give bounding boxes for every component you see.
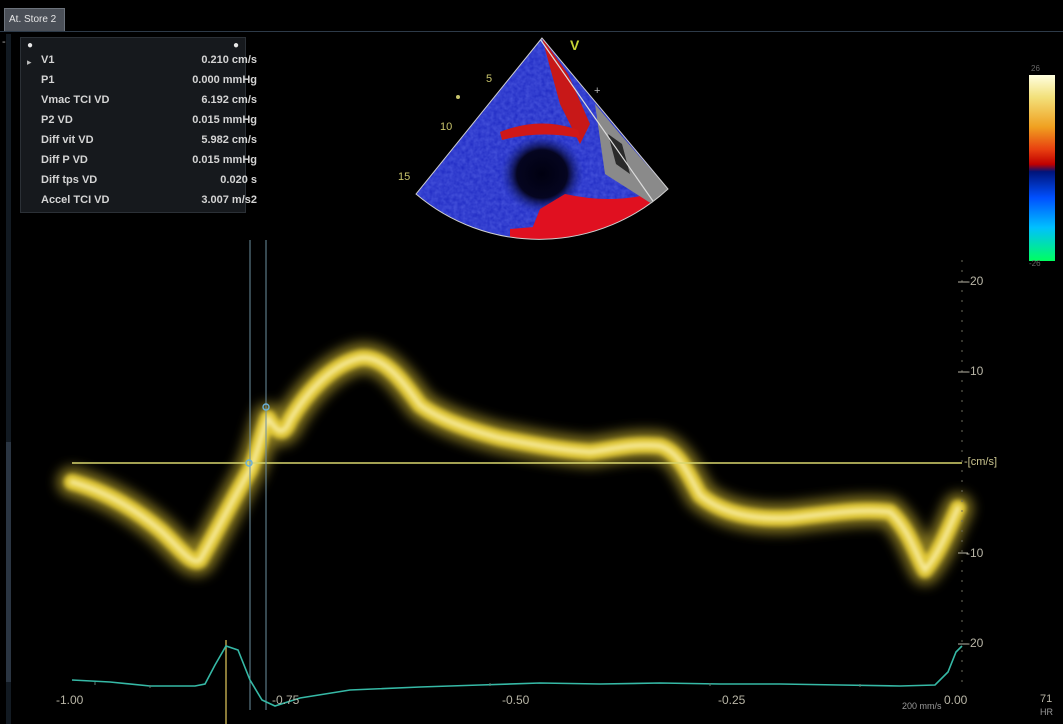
crosshair-icon: + bbox=[594, 85, 600, 97]
measurement-value: 0.015 mmHg bbox=[192, 114, 257, 126]
measurement-panel: ● ● ▸ V1 0.210 cm/s P1 0.000 mmHg Vmac TCI… bbox=[20, 37, 257, 213]
measurement-label: P1 bbox=[41, 74, 55, 86]
velocity-tick-label: -20 bbox=[966, 636, 984, 650]
time-tick-label: -0.75 bbox=[272, 693, 300, 707]
ecg-timing-marks bbox=[94, 682, 861, 688]
heart-rate-value: 71 bbox=[1040, 693, 1053, 705]
measurement-value: 3.007 m/s2 bbox=[201, 194, 257, 206]
measurement-row: Vmac TCI VD 6.192 cm/s bbox=[41, 94, 257, 110]
minus-icon[interactable]: - bbox=[2, 36, 6, 48]
caliper-point-icon bbox=[245, 459, 253, 467]
heart-rate-unit: HR bbox=[1040, 707, 1053, 717]
measurement-value: 0.015 mmHg bbox=[192, 154, 257, 166]
depth-label: 5 bbox=[486, 73, 492, 85]
sector-marker-icon bbox=[456, 95, 460, 99]
velocity-unit-label: -[cm/s] bbox=[964, 456, 998, 468]
left-scrollbar[interactable] bbox=[6, 34, 11, 724]
ecg-trace bbox=[71, 645, 963, 707]
top-bar: At. Store 2 bbox=[0, 0, 1063, 32]
velocity-tick-value: 20 bbox=[970, 274, 984, 288]
scrollbar-thumb[interactable] bbox=[6, 442, 11, 682]
sector-mode-label: V bbox=[570, 37, 580, 53]
color-velocity-bar bbox=[1029, 75, 1055, 261]
expand-caret-icon[interactable]: ▸ bbox=[27, 57, 32, 67]
velocity-tick-value: 10 bbox=[970, 364, 984, 378]
time-tick-label: -1.00 bbox=[56, 693, 84, 707]
collapse-icon[interactable]: ● bbox=[27, 40, 34, 51]
measurement-row: Diff vit VD 5.982 cm/s bbox=[41, 134, 257, 150]
measurement-value: 0.000 mmHg bbox=[192, 74, 257, 86]
measurement-value: 0.020 s bbox=[220, 174, 257, 186]
measurement-value: 6.192 cm/s bbox=[201, 94, 257, 106]
velocity-tick-label: -10 bbox=[966, 364, 984, 378]
sweep-speed-label: 200 mm/s bbox=[902, 701, 942, 711]
depth-label: 10 bbox=[440, 121, 452, 133]
echo-sector-image: V 5 10 15 + bbox=[398, 37, 669, 240]
time-tick-label: -0.50 bbox=[502, 693, 530, 707]
measurement-label: Diff tps VD bbox=[41, 174, 98, 186]
velocity-tick-label: -20 bbox=[966, 274, 984, 288]
measurement-label: P2 VD bbox=[41, 114, 73, 126]
measurement-row: P1 0.000 mmHg bbox=[41, 74, 257, 90]
measurement-row: Diff tps VD 0.020 s bbox=[41, 174, 257, 190]
doppler-spectrum bbox=[57, 342, 973, 585]
measurement-row: Diff P VD 0.015 mmHg bbox=[41, 154, 257, 170]
measurement-label: Diff vit VD bbox=[41, 134, 94, 146]
time-tick-label: 0.00 bbox=[944, 693, 968, 707]
options-icon[interactable]: ● bbox=[232, 40, 239, 51]
measurement-row: V1 0.210 cm/s bbox=[41, 54, 257, 70]
colorbar-top-label: 26 bbox=[1031, 64, 1040, 73]
depth-label: 15 bbox=[398, 171, 410, 183]
measurement-row: Accel TCI VD 3.007 m/s2 bbox=[41, 194, 257, 210]
velocity-unit: [cm/s] bbox=[967, 456, 998, 468]
caliper-point-icon bbox=[262, 403, 270, 411]
measurement-row: P2 VD 0.015 mmHg bbox=[41, 114, 257, 130]
time-tick-label: -0.25 bbox=[718, 693, 746, 707]
measurement-value: 5.982 cm/s bbox=[201, 134, 257, 146]
colorbar-bottom-label: -26 bbox=[1029, 259, 1041, 268]
measurement-label: Diff P VD bbox=[41, 154, 88, 166]
measurement-value: 0.210 cm/s bbox=[201, 54, 257, 66]
velocity-tick-label: -10 bbox=[966, 546, 984, 560]
measurement-label: V1 bbox=[41, 54, 55, 66]
measurement-label: Vmac TCI VD bbox=[41, 94, 110, 106]
tab-store[interactable]: At. Store 2 bbox=[4, 8, 66, 31]
measurement-label: Accel TCI VD bbox=[41, 194, 110, 206]
